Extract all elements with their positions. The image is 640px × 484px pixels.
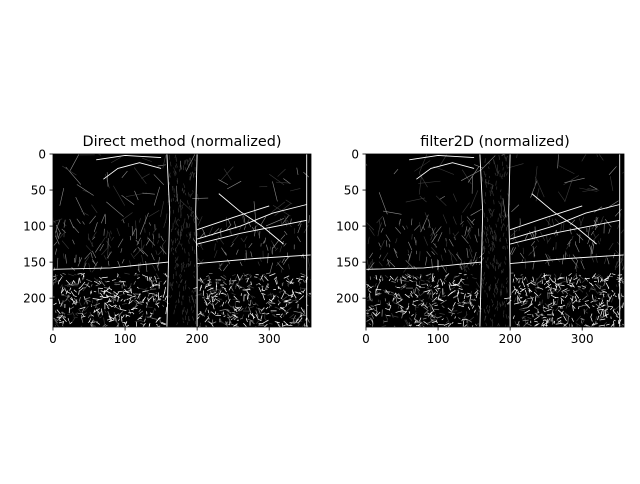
y-tick-label: 100 — [23, 220, 46, 234]
x-tick-label: 200 — [499, 332, 522, 346]
subplot-title: Direct method (normalized) — [82, 134, 281, 150]
edge-texture-mark — [215, 296, 218, 297]
edge-texture-mark — [361, 307, 366, 311]
edge-texture-mark — [478, 323, 479, 325]
y-tick-label: 150 — [336, 256, 359, 270]
edge-texture-mark — [213, 327, 217, 331]
edge-texture-mark — [624, 318, 630, 320]
x-tick-label: 100 — [427, 332, 450, 346]
image-area — [53, 154, 311, 327]
y-tick-label: 100 — [336, 220, 359, 234]
x-tick-label: 100 — [114, 332, 137, 346]
y-tick-label: 150 — [23, 256, 46, 270]
y-tick-label: 200 — [23, 292, 46, 306]
subplot-1: 0 100 200 300 0 50 100 150 200 Direct method (nor… — [23, 134, 314, 346]
subplot-2: 0 100 200 300 0 50 100 150 200 filter2D (normaliz… — [336, 134, 631, 346]
y-tick-label: 50 — [344, 184, 359, 198]
y-tick-label: 50 — [31, 184, 46, 198]
y-tick-label: 200 — [336, 292, 359, 306]
x-tick-label: 0 — [49, 332, 57, 346]
subplot-title: filter2D (normalized) — [420, 134, 569, 150]
y-tick-label: 0 — [38, 148, 46, 162]
x-tick-label: 0 — [362, 332, 370, 346]
y-tick-label: 0 — [351, 148, 359, 162]
x-tick-label: 300 — [258, 332, 281, 346]
x-tick-label: 200 — [186, 332, 209, 346]
x-tick-label: 300 — [571, 332, 594, 346]
edge-texture-mark — [555, 301, 556, 304]
